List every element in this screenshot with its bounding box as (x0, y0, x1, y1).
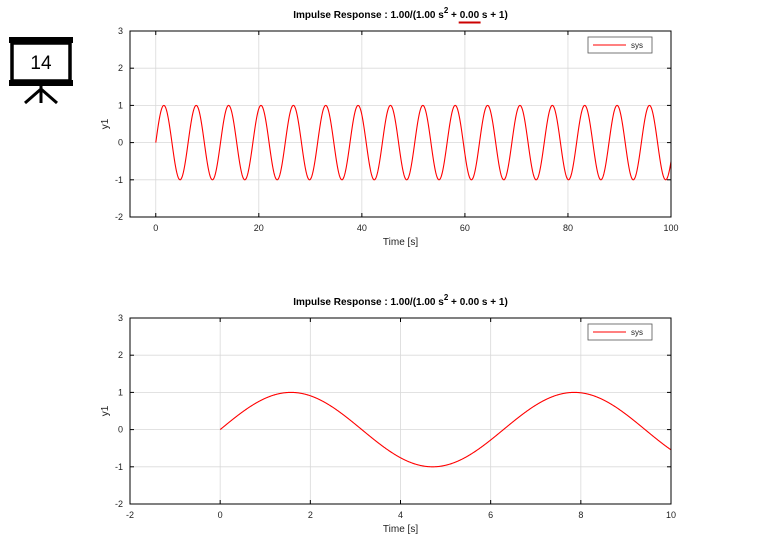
x-tick-label: 80 (563, 223, 573, 233)
x-tick-label: 0 (218, 510, 223, 520)
x-tick-label: 60 (460, 223, 470, 233)
title-prefix: Impulse Response : 1.00/(1.00 s (293, 297, 444, 308)
title-suffix: s + 1) (479, 10, 508, 21)
title-damping: 0.00 (460, 10, 480, 21)
y-tick-label: 0 (118, 425, 123, 435)
chart-title: Impulse Response : 1.00/(1.00 s2 + 0.00 … (293, 293, 508, 308)
title-middle: + (448, 10, 459, 21)
title-exponent: 2 (444, 6, 449, 15)
x-tick-label: 2 (308, 510, 313, 520)
y-axis-label: y1 (100, 118, 111, 129)
slide-number-badge: 14 (8, 36, 74, 106)
slide-number: 14 (30, 53, 52, 74)
axes-frame (129, 30, 672, 218)
y-tick-label: -2 (115, 499, 123, 509)
x-axis-label: Time [s] (383, 524, 418, 535)
chart-title: Impulse Response : 1.00/(1.00 s2 + 0.00 … (293, 6, 508, 21)
title-suffix: s + 1) (479, 297, 508, 308)
y-tick-label: -1 (115, 462, 123, 472)
title-middle: + (448, 297, 459, 308)
y-tick-label: -1 (115, 175, 123, 185)
x-tick-label: 4 (398, 510, 403, 520)
y-tick-label: 1 (118, 387, 123, 397)
title-damping: 0.00 (460, 297, 480, 308)
y-tick-label: 0 (118, 138, 123, 148)
x-tick-label: 8 (578, 510, 583, 520)
chart-1: 0 20 40 60 80 100 -2 -1 0 1 2 3 Time [s] y1 Impulse Re… (100, 6, 679, 248)
legend-label: sys (631, 41, 643, 50)
x-tick-label: 100 (663, 223, 678, 233)
x-tick-label: 10 (666, 510, 676, 520)
title-prefix: Impulse Response : 1.00/(1.00 s (293, 10, 444, 21)
y-tick-label: 3 (118, 26, 123, 36)
y-tick-label: 3 (118, 313, 123, 323)
x-tick-label: 6 (488, 510, 493, 520)
x-tick-label: 0 (153, 223, 158, 233)
y-tick-label: -2 (115, 212, 123, 222)
x-tick-label: 20 (254, 223, 264, 233)
series-line-sys (219, 391, 672, 468)
plot-area (130, 31, 671, 217)
chart-2: -2 0 2 4 6 8 10 -2 -1 0 1 2 3 Time [s] y1 Impulse Respo… (100, 293, 676, 535)
y-axis-label: y1 (100, 405, 111, 416)
series-line-sys (155, 104, 672, 181)
legend-label: sys (631, 328, 643, 337)
y-tick-label: 1 (118, 100, 123, 110)
x-tick-label: -2 (126, 510, 134, 520)
y-tick-label: 2 (118, 63, 123, 73)
y-tick-label: 2 (118, 350, 123, 360)
x-tick-label: 40 (357, 223, 367, 233)
presentation-board-icon: 14 (9, 37, 73, 105)
title-exponent: 2 (444, 293, 449, 302)
x-axis-label: Time [s] (383, 237, 418, 248)
